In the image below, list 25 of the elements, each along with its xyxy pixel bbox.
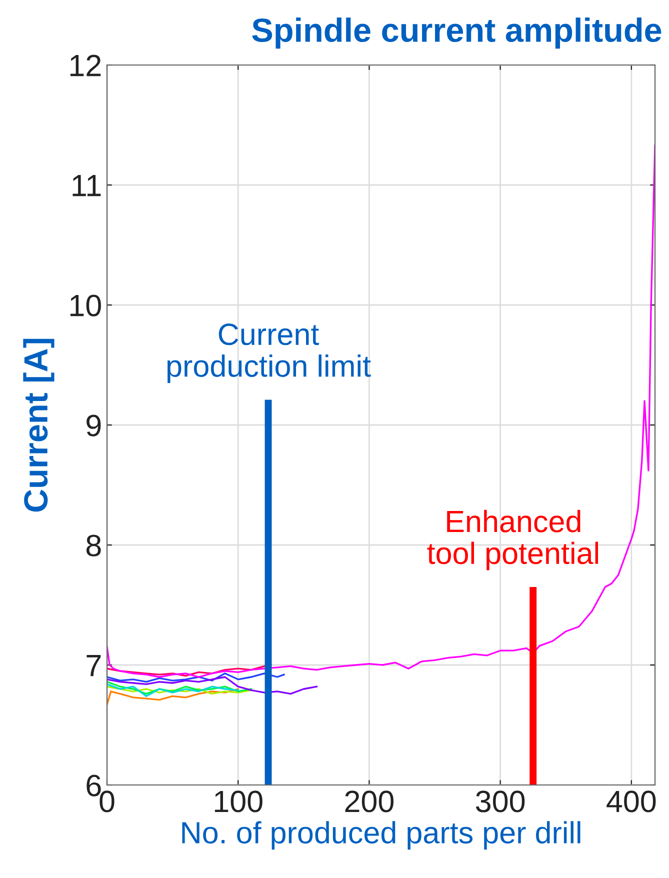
line-series — [107, 686, 252, 695]
x-tick-label: 100 — [214, 790, 262, 812]
ref-line-label: Enhanced tool potential — [427, 510, 598, 570]
ref-line-label: Current production limit — [167, 324, 371, 383]
line-series — [107, 664, 272, 677]
y-tick-label: 11 — [72, 175, 101, 196]
line-series — [107, 676, 318, 695]
y-tick-label: 10 — [70, 294, 101, 316]
y-tick-label: 6 — [86, 774, 101, 796]
chart-title: Spindle current amplitude — [252, 18, 662, 49]
line-series — [107, 688, 239, 706]
x-axis-title: No. of produced parts per drill — [182, 821, 580, 850]
line-series — [107, 680, 252, 695]
x-tick-label: 200 — [345, 790, 394, 812]
x-tick-label: 300 — [476, 790, 525, 812]
x-tick-label: 0 — [100, 790, 114, 812]
line-series — [107, 672, 285, 683]
line-series — [107, 144, 655, 678]
y-tick-label: 12 — [70, 54, 101, 76]
line-series — [107, 683, 239, 698]
y-axis-title: Current [A] — [23, 338, 54, 512]
y-tick-label: 9 — [86, 414, 101, 436]
y-tick-label: 7 — [86, 655, 101, 676]
y-tick-label: 8 — [86, 534, 101, 556]
x-tick-label: 400 — [606, 790, 656, 812]
